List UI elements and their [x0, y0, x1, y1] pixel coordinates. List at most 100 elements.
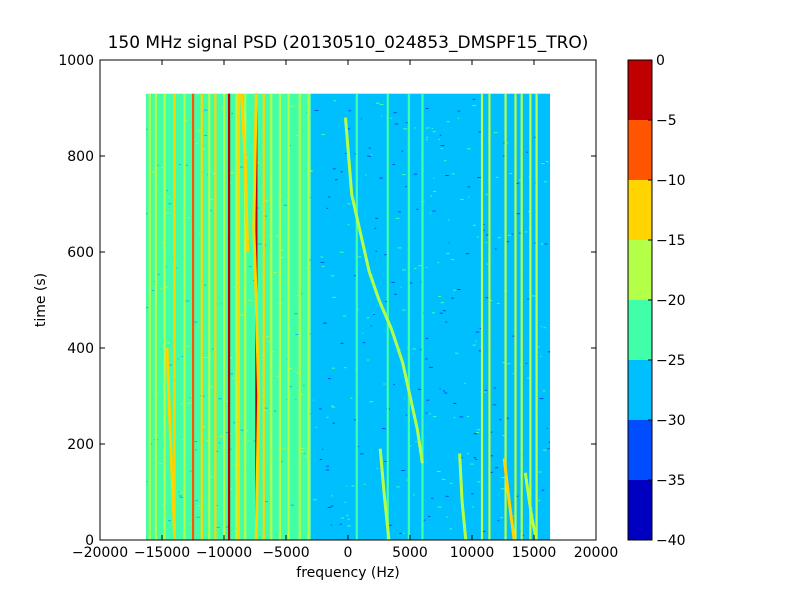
noise-speck — [476, 431, 480, 433]
noise-speck — [177, 358, 179, 360]
vertical-line — [520, 93, 523, 540]
noise-speck — [467, 148, 471, 150]
vertical-line — [223, 93, 226, 540]
noise-speck — [190, 395, 193, 397]
noise-speck — [330, 275, 335, 277]
noise-speck — [297, 294, 300, 296]
noise-speck — [344, 152, 347, 154]
trace — [458, 453, 468, 540]
noise-speck — [161, 504, 165, 506]
noise-speck — [204, 134, 208, 136]
noise-speck — [471, 493, 474, 495]
noise-speck — [531, 507, 533, 509]
noise-speck — [440, 145, 445, 147]
noise-speck — [547, 351, 551, 353]
noise-speck — [151, 171, 155, 173]
noise-speck — [478, 131, 482, 133]
vertical-line — [298, 93, 301, 540]
noise-speck — [379, 177, 383, 179]
noise-speck — [146, 481, 148, 483]
noise-speck — [193, 321, 198, 323]
noise-speck — [485, 297, 490, 299]
noise-speck — [397, 247, 402, 249]
noise-speck — [426, 136, 429, 138]
noise-speck — [405, 122, 409, 124]
noise-speck — [248, 266, 252, 268]
colorbar-tick-label: −5 — [656, 113, 677, 129]
colorbar-segment — [628, 360, 652, 420]
trace — [165, 347, 176, 531]
noise-speck — [346, 514, 349, 516]
vertical-line — [227, 93, 231, 540]
noise-speck — [371, 274, 373, 276]
noise-speck — [366, 359, 370, 361]
noise-speck — [348, 110, 352, 112]
noise-speck — [512, 335, 516, 337]
vertical-line — [163, 93, 166, 540]
noise-speck — [179, 496, 184, 498]
vertical-line — [488, 93, 491, 540]
x-axis-label: frequency (Hz) — [296, 565, 399, 581]
noise-speck — [283, 447, 285, 449]
noise-speck — [203, 109, 208, 111]
noise-speck — [374, 227, 377, 229]
noise-speck — [189, 397, 191, 399]
vertical-line — [244, 93, 247, 540]
noise-speck — [416, 208, 419, 210]
noise-speck — [280, 249, 284, 251]
noise-speck — [247, 440, 251, 442]
noise-speck — [485, 193, 488, 195]
colorbar-tick-label: −10 — [656, 173, 686, 189]
noise-speck — [218, 442, 221, 444]
noise-speck — [484, 391, 487, 393]
noise-speck — [538, 346, 540, 348]
noise-speck — [194, 449, 197, 451]
trace — [523, 472, 538, 540]
noise-speck — [496, 302, 500, 304]
noise-speck — [413, 494, 415, 496]
colorbar-tick-label: −15 — [656, 233, 686, 249]
noise-speck — [270, 351, 275, 353]
noise-speck — [370, 154, 372, 156]
noise-speck — [344, 501, 347, 503]
noise-speck — [527, 298, 531, 300]
noise-speck — [433, 177, 435, 179]
noise-speck — [289, 145, 292, 147]
noise-speck — [394, 293, 397, 295]
noise-speck — [253, 440, 257, 442]
noise-speck — [303, 452, 306, 454]
noise-speck — [473, 457, 476, 459]
noise-speck — [379, 104, 384, 106]
noise-speck — [212, 173, 216, 175]
noise-speck — [505, 241, 510, 243]
background-region — [310, 93, 551, 540]
noise-speck — [300, 293, 303, 295]
vertical-line — [355, 93, 358, 540]
noise-speck — [325, 469, 330, 471]
noise-speck — [331, 495, 333, 497]
noise-speck — [396, 486, 400, 488]
noise-speck — [545, 161, 549, 163]
noise-speck — [484, 389, 488, 391]
vertical-line — [148, 93, 151, 540]
noise-speck — [478, 350, 482, 352]
noise-speck — [544, 181, 548, 183]
noise-speck — [185, 300, 190, 302]
vertical-line — [214, 93, 217, 540]
noise-speck — [468, 196, 470, 198]
noise-speck — [519, 232, 522, 234]
noise-speck — [289, 386, 292, 388]
noise-speck — [451, 173, 455, 175]
x-tick-label: 0 — [344, 545, 353, 561]
noise-speck — [507, 363, 511, 365]
noise-speck — [187, 402, 192, 404]
noise-speck — [203, 395, 205, 397]
noise-speck — [467, 416, 470, 418]
noise-speck — [244, 430, 248, 432]
noise-speck — [501, 477, 505, 479]
noise-speck — [472, 105, 477, 107]
noise-speck — [233, 422, 236, 424]
vertical-line — [514, 93, 517, 540]
noise-speck — [181, 356, 184, 358]
noise-speck — [393, 384, 395, 386]
